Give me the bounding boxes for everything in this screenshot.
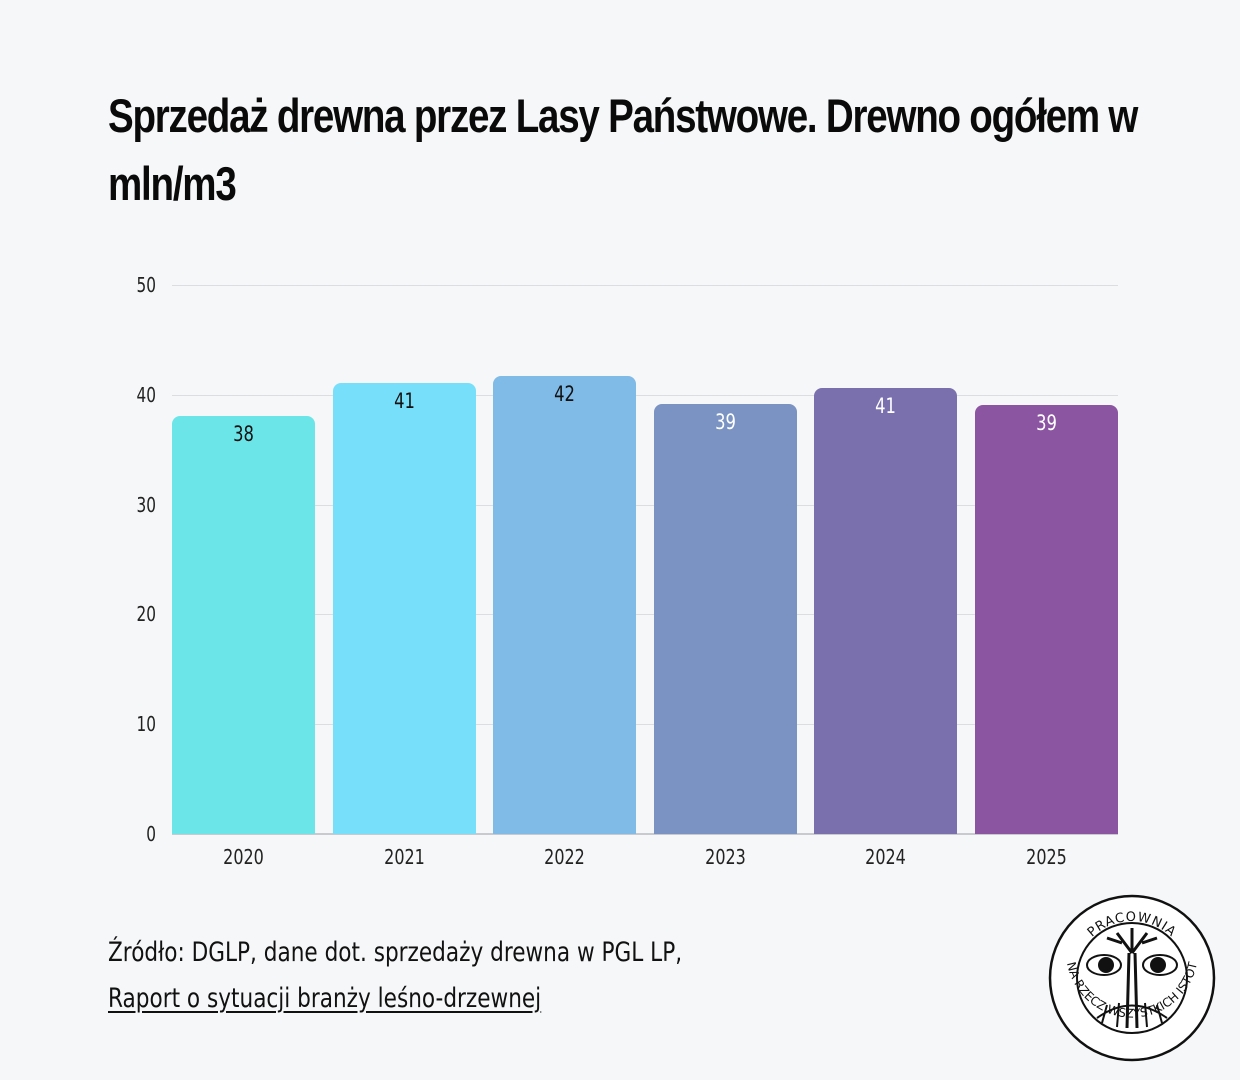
y-tick-label: 0 [146,822,156,846]
x-tick-label: 2022 [544,845,586,869]
chart-title: Sprzedaż drewna przez Lasy Państwowe. Dr… [108,89,1138,210]
bar-2020[interactable]: 38 [172,415,315,834]
y-tick-label: 50 [136,273,156,297]
gridline [172,614,1118,616]
y-tick-label: 30 [136,492,156,517]
bar-value-label: 41 [393,388,415,413]
bar-value-label: 41 [875,394,897,419]
bar-2025[interactable]: 39 [975,404,1118,834]
logo: PRACOWNIA NA RZECZ WSZYSTKICH ISTOT [1047,893,1217,1063]
bar-value-label: 38 [233,421,254,446]
source-note: Źródło: DGLP, dane dot. sprzedaży drewna… [108,930,748,1022]
tree-eyes-logo-icon: PRACOWNIA NA RZECZ WSZYSTKICH ISTOT [1048,894,1216,1062]
gridline [172,724,1118,726]
x-tick-label: 2021 [383,845,425,869]
y-tick-label: 10 [136,712,156,737]
plot-area: 0 10 20 30 40 50 38 2020 41 2021 42 2022 39 2023 41 202… [137,273,1118,869]
bar-2021[interactable]: 41 [332,382,476,834]
source-text: Źródło: DGLP, dane dot. sprzedaży drewna… [108,937,683,968]
x-tick-label: 2024 [865,845,907,869]
x-axis-baseline [172,833,1118,835]
bar-value-label: 42 [554,382,576,407]
source-report-link[interactable]: Raport o sytuacji branży leśno-drzewnej [108,983,542,1014]
x-tick-label: 2023 [704,845,746,869]
bar-2023[interactable]: 39 [653,403,797,834]
x-tick-label: 2025 [1026,845,1067,869]
y-tick-label: 40 [136,382,156,407]
bar-2024[interactable]: 41 [814,388,958,834]
bar-value-label: 39 [714,409,736,434]
gridline [172,394,1118,396]
y-tick-label: 20 [136,602,156,627]
bar-2022[interactable]: 42 [493,376,637,834]
gridline [172,504,1118,506]
bar-value-label: 39 [1036,410,1057,435]
gridline [172,285,1118,286]
x-tick-label: 2020 [223,845,264,869]
